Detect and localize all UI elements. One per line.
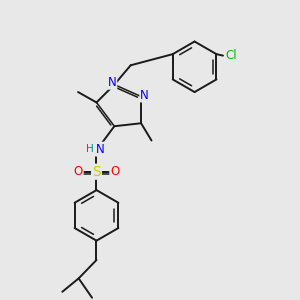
Text: N: N bbox=[96, 142, 104, 156]
Text: S: S bbox=[92, 165, 101, 179]
Text: Cl: Cl bbox=[226, 49, 237, 62]
Text: N: N bbox=[140, 88, 149, 101]
Text: N: N bbox=[108, 76, 116, 89]
Text: O: O bbox=[74, 165, 83, 178]
Text: H: H bbox=[86, 144, 94, 154]
Text: O: O bbox=[110, 165, 120, 178]
